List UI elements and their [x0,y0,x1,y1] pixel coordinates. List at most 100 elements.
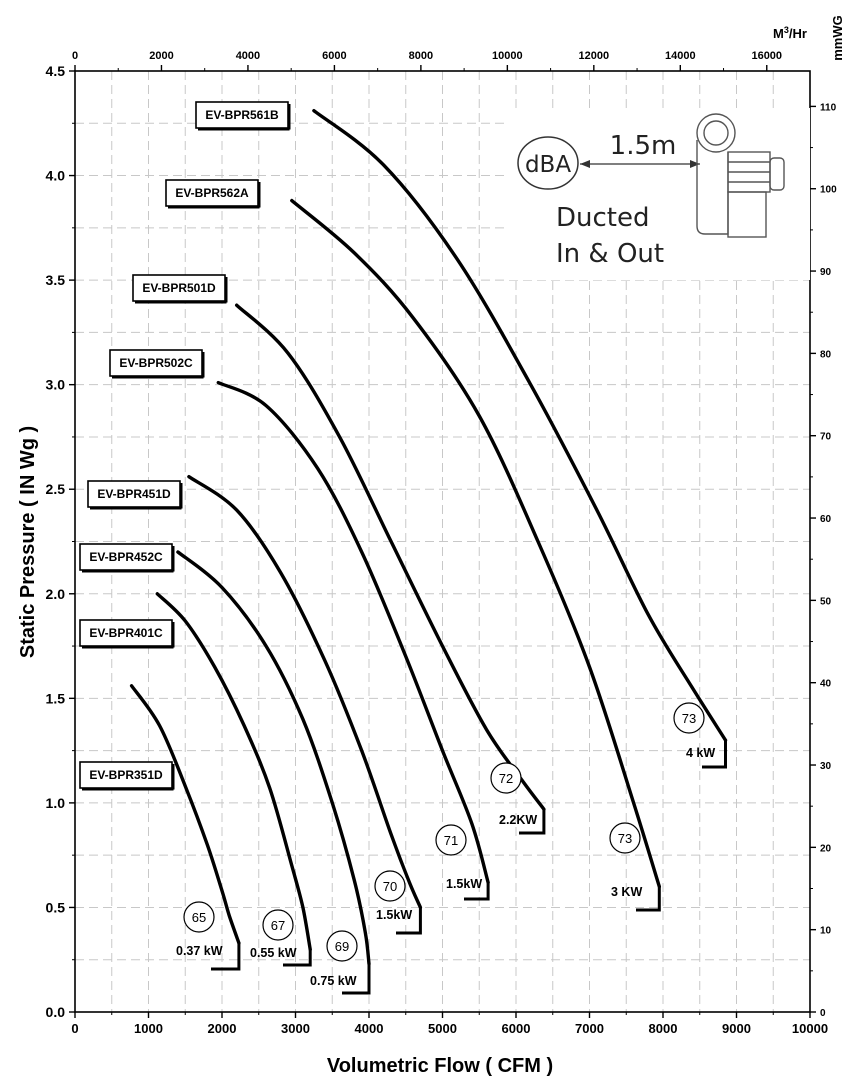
x-tick-label: 6000 [502,1021,531,1036]
y2-tick-label: 0 [820,1008,826,1019]
dba-circle [673,702,705,734]
model-label-box [195,101,289,129]
y-tick-label: 0.5 [46,899,66,915]
dba-value: 69 [335,939,349,954]
power-label: 3 KW [611,885,642,899]
axis-titles: Volumetric Flow ( CFM ) Static Pressure … [17,15,845,1077]
dba-value: 65 [192,910,206,925]
x-tick-label: 4000 [355,1021,384,1036]
dba-value: 71 [444,833,458,848]
fan-curves [129,109,728,995]
x2-tick-label: 6000 [322,50,346,62]
dba-circle [262,909,294,941]
model-label-box [109,349,203,377]
model-label: EV-BPR351D [89,768,163,782]
x2-tick-label: 0 [72,50,78,62]
y-tick-label: 1.5 [46,690,66,706]
y2-tick-label: 50 [820,596,832,607]
x2-tick-label: 14000 [665,50,696,62]
curve-ev-bpr561b [312,109,728,742]
y2-tick-label: 70 [820,432,832,443]
y2-tick-label: 90 [820,267,832,278]
x-tick-label: 7000 [575,1021,604,1036]
curve-end-bracket [396,907,422,935]
x2-tick-label: 4000 [236,50,260,62]
model-label-box [79,761,173,789]
curve-end-bracket [211,943,241,971]
arrow-head-left-icon [580,160,590,168]
y2-tick-label: 40 [820,679,832,690]
model-label: EV-BPR502C [119,356,193,370]
curve-end-bracket [464,882,490,901]
dba-circle [435,824,467,856]
dba-value: 70 [383,879,397,894]
model-label: EV-BPR451D [97,487,171,501]
power-label: 2.2KW [499,813,537,827]
model-labels: EV-BPR351D EV-BPR401C EV-BPR452C EV-BPR451D… [79,101,291,791]
y-tick-label: 4.5 [46,63,66,79]
curve-end-bracket [342,963,371,995]
inset-line2: In & Out [556,239,664,269]
y2-tick-label: 10 [820,926,832,937]
x-axis-ticks: 0 1000 2000 3000 4000 5000 6000 7000 8000 9000 100… [71,1012,828,1036]
power-label: 1.5kW [446,877,482,891]
y2-axis-ticks: 0 10 20 30 40 50 60 70 80 90 100 110 [810,102,837,1019]
curve-ev-bpr451d [187,475,423,910]
y2-tick-label: 20 [820,843,832,854]
blower-icon [696,113,785,238]
dba-value: 73 [618,831,632,846]
curve-end-bracket [636,886,661,912]
curve-end-bracket [519,809,546,835]
power-label: 1.5kW [376,908,412,922]
x-tick-label: 5000 [428,1021,457,1036]
power-label: 4 kW [686,746,715,760]
model-label-box [79,543,173,571]
curve-end-bracket [702,740,727,769]
y-axis-title: Static Pressure ( IN Wg ) [17,426,39,658]
y-tick-label: 3.0 [46,377,66,393]
x2-tick-label: 16000 [751,50,782,62]
power-label: 0.55 kW [250,946,297,960]
x2-tick-label: 10000 [492,50,523,62]
dba-value: 67 [271,918,285,933]
model-label-box [165,179,259,207]
curve-ev-bpr501d [235,303,546,811]
model-label-box [132,274,226,302]
y-tick-label: 3.5 [46,272,66,288]
x2-axis-title: M3/Hr [773,25,807,41]
y2-axis-title: mmWG [830,15,845,61]
x-tick-label: 0 [71,1021,78,1036]
curve-ev-bpr562a [290,198,661,889]
model-label-box [87,480,181,508]
model-label: EV-BPR401C [89,626,163,640]
x-tick-label: 9000 [722,1021,751,1036]
dba-circle [374,870,406,902]
x2-axis-ticks: 0 2000 4000 6000 8000 10000 12000 14000 16000 [72,50,782,71]
curve-ev-bpr502c [216,380,490,885]
dba-circle [183,901,215,933]
x-tick-label: 3000 [281,1021,310,1036]
inset-distance-text: 1.5m [610,131,677,161]
y-tick-label: 0.0 [46,1004,66,1020]
y-tick-label: 4.0 [46,168,66,184]
inset-background [508,108,810,280]
y2-tick-label: 110 [820,102,837,113]
x2-tick-label: 12000 [579,50,610,62]
dba-value: 72 [499,771,513,786]
dba-circle [609,822,641,854]
inset-line1: Ducted [556,203,650,233]
x2-tick-label: 2000 [149,50,173,62]
curve-ev-bpr351d [129,684,241,945]
y2-tick-label: 60 [820,514,832,525]
inset-dba-text: dBA [525,152,571,178]
curve-ev-bpr401c [155,592,312,951]
dba-circle [326,930,358,962]
y-tick-label: 2.5 [46,481,66,497]
y-axis-ticks: 0.0 0.5 1.0 1.5 2.0 2.5 3.0 3.5 4.0 4.5 [46,63,75,1020]
model-label-box [79,619,173,647]
y-tick-label: 2.0 [46,586,66,602]
model-label: EV-BPR501D [142,281,216,295]
x2-tick-label: 8000 [409,50,433,62]
power-and-dba-annotations: 0.37 kW 65 0.55 kW 67 0.75 kW 69 1.5kW 70 1.5kW 7… [176,702,715,988]
x-tick-label: 8000 [649,1021,678,1036]
